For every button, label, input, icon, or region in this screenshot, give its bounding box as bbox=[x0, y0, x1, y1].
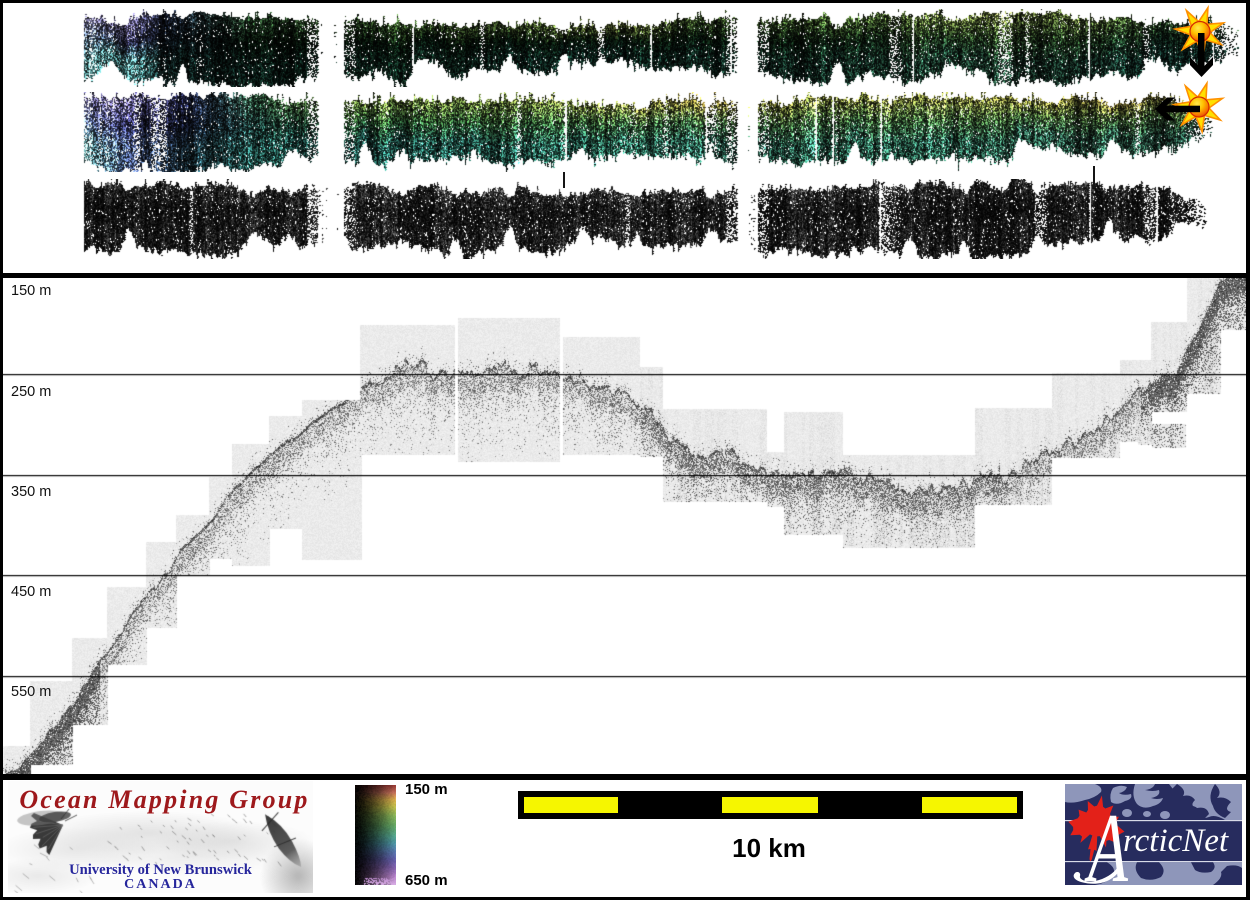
svg-text:rcticNet: rcticNet bbox=[1123, 823, 1229, 859]
svg-text:A: A bbox=[1084, 794, 1128, 885]
